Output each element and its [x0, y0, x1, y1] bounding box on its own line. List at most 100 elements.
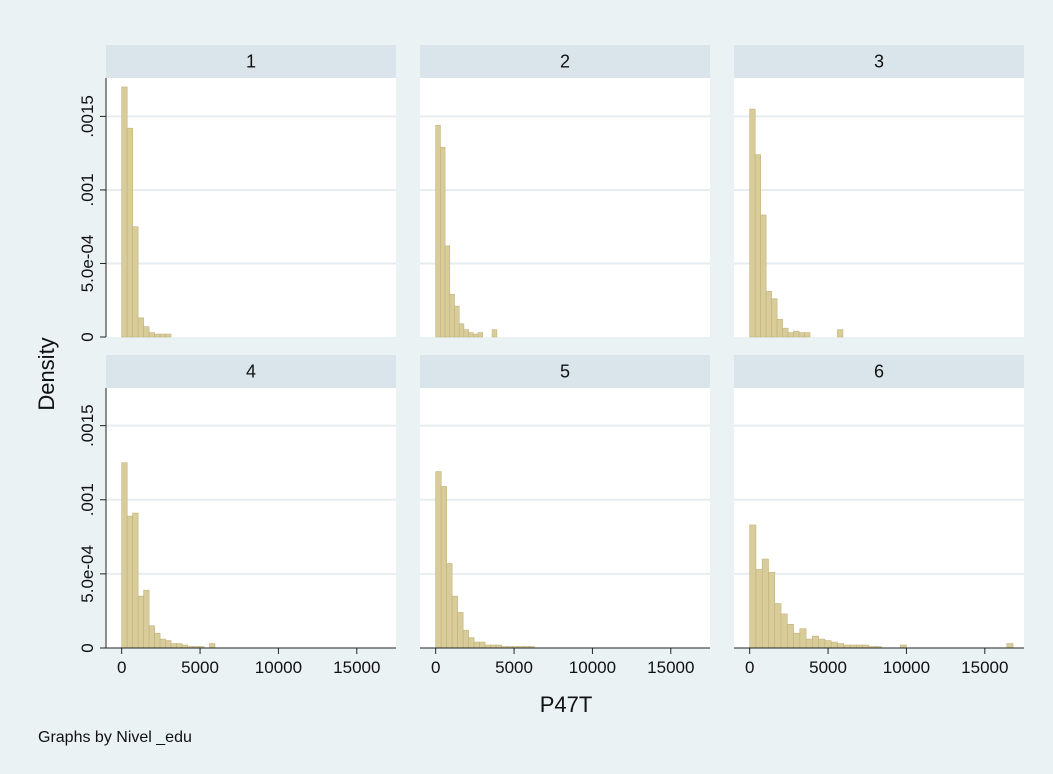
- histogram-bar: [148, 625, 155, 649]
- histogram-bar: [154, 632, 161, 649]
- x-tick-label: 10000: [255, 658, 302, 677]
- histogram-bar: [776, 319, 783, 338]
- histogram-bar: [154, 333, 161, 338]
- facet-panels: 1 0 5.0e-04 .001 .0015 2 3 4 0 5.0e-04 .001 .0015 0 5…: [78, 45, 1024, 677]
- histogram-bar: [793, 632, 801, 649]
- facet-strip-label: 3: [874, 52, 884, 72]
- histogram-bar: [126, 127, 133, 338]
- y-tick-label: 5.0e-04: [78, 235, 97, 293]
- histogram-bar: [491, 329, 498, 338]
- histogram-bar: [812, 635, 819, 649]
- histogram-bar: [749, 108, 756, 338]
- histogram-bar: [165, 640, 172, 649]
- histogram-bar: [787, 332, 794, 338]
- histogram-bar: [473, 641, 480, 649]
- y-tick-label: .001: [78, 173, 97, 206]
- histogram-bar: [458, 323, 465, 338]
- histogram-bar: [444, 245, 451, 338]
- histogram-bar: [798, 332, 805, 338]
- histogram-bar: [435, 471, 442, 649]
- histogram-bar: [457, 612, 464, 649]
- facet-panel-1: 1 0 5.0e-04 .001 .0015: [78, 45, 396, 342]
- y-axis-title: Density: [34, 337, 59, 410]
- histogram-bar: [1006, 643, 1014, 649]
- x-axis-title: P47T: [540, 692, 593, 717]
- facet-panel-4: 4 0 5.0e-04 .001 .0015 0 5000 10000 15000: [78, 355, 396, 677]
- x-tick-label: 0: [745, 658, 754, 677]
- x-tick-label: 15000: [961, 658, 1008, 677]
- histogram-bar: [755, 569, 763, 649]
- histogram-bar: [143, 326, 150, 338]
- facet-strip: [734, 45, 1024, 78]
- facet-strip-label: 2: [560, 52, 570, 72]
- x-tick-label: 5000: [181, 658, 219, 677]
- x-tick-label: 0: [117, 658, 126, 677]
- histogram-bar: [799, 628, 807, 649]
- histogram-bar: [126, 515, 133, 649]
- plot-area: [106, 78, 396, 337]
- y-tick-label: 5.0e-04: [78, 545, 97, 603]
- histogram-bar: [837, 643, 845, 649]
- histogram-bar: [782, 327, 789, 338]
- histogram-bar: [170, 643, 177, 649]
- histogram-bar: [818, 638, 826, 649]
- x-tick-label: 5000: [809, 658, 847, 677]
- histogram-bar: [449, 294, 455, 338]
- histogram-bar: [768, 572, 776, 649]
- histogram-bar: [830, 641, 838, 649]
- histogram-bar: [468, 637, 475, 649]
- histogram-bar: [440, 486, 447, 649]
- histogram-bar: [446, 563, 453, 649]
- facet-strip-label: 1: [246, 52, 256, 72]
- histogram-bar: [837, 329, 844, 338]
- histogram-bar: [132, 512, 139, 649]
- y-tick-label: 0: [78, 643, 97, 652]
- facet-strip: [734, 355, 1024, 388]
- histogram-bar: [209, 643, 216, 649]
- histogram-bar: [143, 589, 150, 649]
- histogram-bar: [824, 640, 832, 649]
- histogram-bar: [780, 613, 788, 649]
- histogram-bar: [121, 462, 128, 649]
- x-tick-label: 15000: [333, 658, 380, 677]
- x-tick-label: 10000: [569, 658, 616, 677]
- histogram-bar: [435, 124, 441, 338]
- facet-panel-2: 2: [420, 45, 710, 338]
- histogram-bar: [805, 638, 813, 649]
- histogram-bar: [774, 603, 782, 649]
- histogram-bar: [786, 623, 794, 649]
- plot-area: [420, 388, 710, 648]
- facet-panel-5: 5 0 5000 10000 15000: [420, 355, 710, 677]
- histogram-bar: [463, 329, 469, 338]
- histogram-bar: [761, 558, 769, 649]
- histogram-bar: [165, 333, 172, 338]
- facet-strip-label: 4: [246, 362, 256, 382]
- histogram-bar: [462, 629, 469, 649]
- histogram-bar: [749, 524, 757, 649]
- histogram-bar: [148, 332, 155, 338]
- histogram-bar: [159, 333, 166, 338]
- x-tick-label: 0: [431, 658, 440, 677]
- histogram-bar: [760, 214, 767, 338]
- histogram-bar: [121, 86, 128, 338]
- y-tick-label: 0: [78, 332, 97, 341]
- histogram-bar: [132, 226, 139, 338]
- histogram-bar: [771, 298, 778, 338]
- histogram-bar: [137, 595, 144, 649]
- facet-panel-6: 6 0 5000 10000 15000: [734, 355, 1024, 677]
- histogram-bar: [440, 146, 446, 338]
- plot-area: [106, 388, 396, 648]
- histogram-bar: [472, 333, 479, 338]
- facet-strip: [420, 45, 710, 78]
- histogram-bar: [754, 154, 761, 338]
- facet-strip: [106, 45, 396, 78]
- y-tick-label: .001: [78, 483, 97, 516]
- histogram-bar: [804, 332, 811, 338]
- y-tick-label: .0015: [78, 95, 97, 138]
- histogram-bar: [159, 638, 166, 649]
- x-tick-label: 10000: [883, 658, 930, 677]
- plot-area: [734, 78, 1024, 337]
- histogram-bar: [137, 317, 144, 338]
- graphs-by-note: Graphs by Nivel _edu: [38, 729, 192, 746]
